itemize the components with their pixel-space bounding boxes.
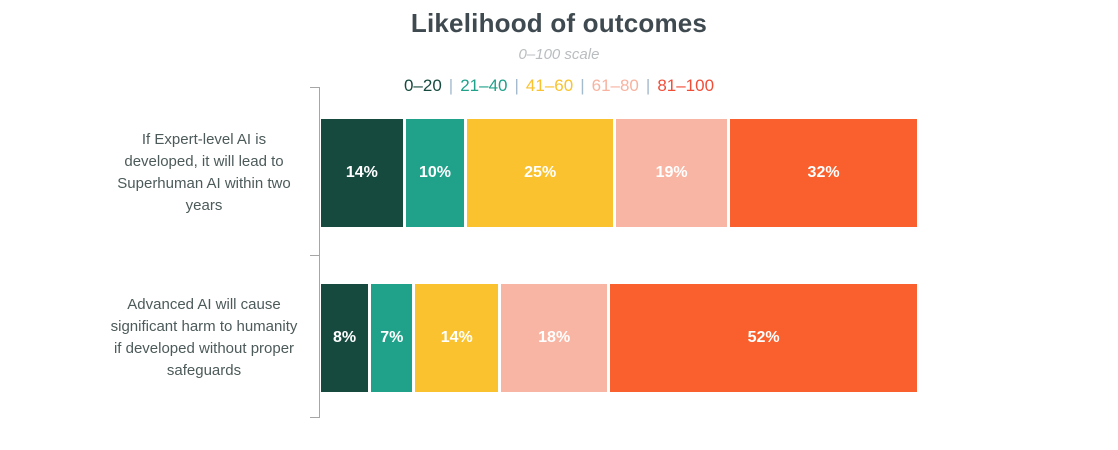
bar-segment: 10% — [405, 119, 465, 227]
legend-item: 81–100 — [657, 76, 715, 95]
legend-item: 21–40 — [460, 76, 508, 95]
bar-segment-label: 8% — [333, 329, 357, 346]
bar-segment-label: 14% — [345, 164, 378, 181]
legend-separator: | — [645, 76, 651, 95]
bar-segment: 8% — [321, 284, 369, 392]
legend-item: 61–80 — [591, 76, 639, 95]
legend-item: 0–20 — [403, 76, 442, 95]
legend: 0–20 | 21–40 | 41–60 | 61–80 | 81–100 — [0, 76, 1118, 96]
category-label: Advanced AI will cause significant harm … — [110, 296, 298, 379]
stacked-bar: 8% 7% 14% 18% 52% — [321, 284, 917, 392]
legend-separator: | — [448, 76, 454, 95]
bar-segment: 7% — [371, 284, 413, 392]
chart-title: Likelihood of outcomes — [410, 8, 708, 38]
bar-segment: 14% — [321, 119, 403, 227]
bar-segment-label: 14% — [440, 329, 473, 346]
legend-separator: | — [514, 76, 519, 95]
bar-segment: 52% — [610, 284, 917, 392]
axis-tick — [310, 87, 319, 88]
bar-segment-label: 32% — [807, 164, 840, 181]
bar-segment-label: 18% — [538, 329, 571, 346]
category-label: If Expert-level AI is developed, it will… — [117, 131, 291, 214]
axis-tick — [310, 255, 319, 256]
bar-segment: 18% — [501, 284, 608, 392]
axis-tick — [310, 417, 319, 418]
bar-segment-label: 52% — [747, 329, 780, 346]
bar-segment: 19% — [616, 119, 728, 227]
stacked-bar: 14% 10% 25% 19% 32% — [321, 119, 917, 227]
bar-segment-label: 25% — [524, 164, 557, 181]
bar-segment: 32% — [730, 119, 917, 227]
bar-segment-label: 10% — [418, 164, 451, 181]
bar-segment-label: 19% — [655, 164, 688, 181]
legend-separator: | — [580, 76, 585, 95]
bar-segment-label: 7% — [380, 329, 404, 346]
chart-subtitle: 0–100 scale — [518, 46, 600, 63]
y-axis-line — [319, 87, 320, 418]
legend-item: 41–60 — [525, 76, 574, 95]
bar-segment: 14% — [415, 284, 499, 392]
bar-segment: 25% — [467, 119, 614, 227]
